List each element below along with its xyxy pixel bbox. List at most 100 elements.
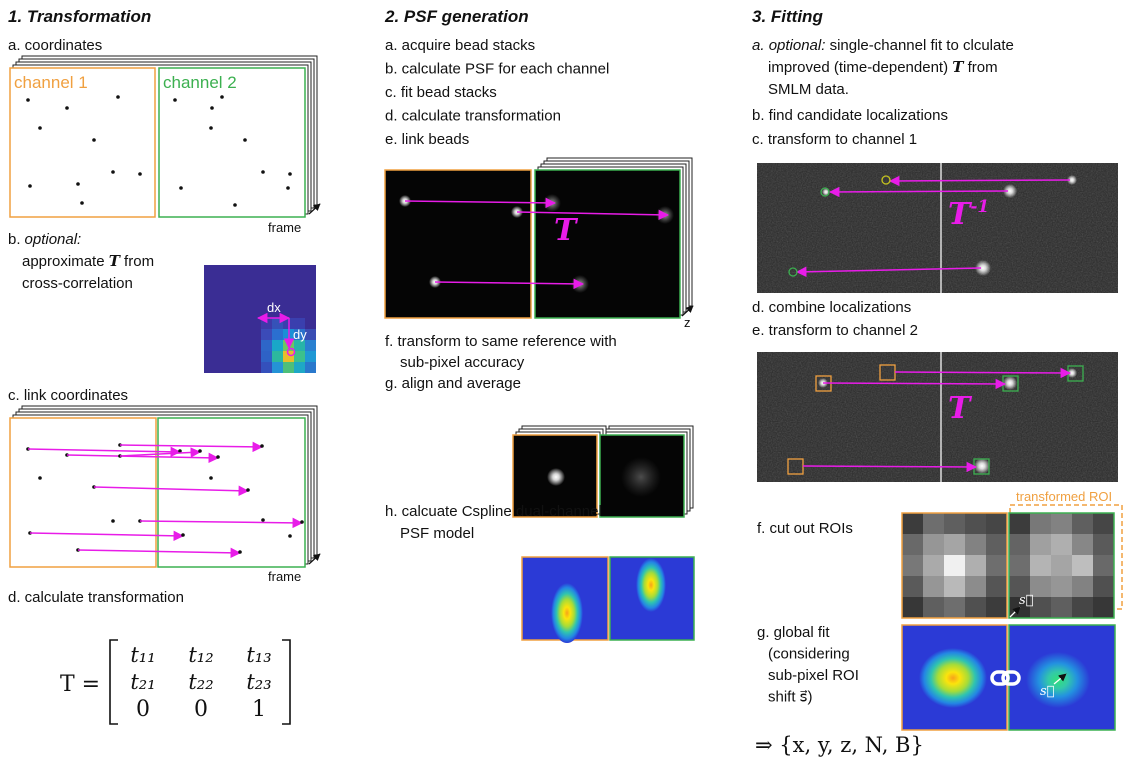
label: dx xyxy=(267,300,281,315)
label-part: -1 xyxy=(970,197,989,217)
label: t₁₂ xyxy=(188,643,213,667)
roi-pixel xyxy=(902,513,923,534)
roi-pixel xyxy=(1030,555,1051,576)
label: SMLM data. xyxy=(768,81,849,98)
roi-pixel xyxy=(965,576,986,597)
label: c. fit bead stacks xyxy=(385,84,497,101)
roi-pixel xyxy=(923,576,944,597)
roi-pixel xyxy=(1051,513,1072,534)
label-part: optional: xyxy=(25,231,82,248)
label: ⇒ {x, y, z, N, B} xyxy=(755,733,924,757)
arrow xyxy=(895,372,1070,373)
label-part: from xyxy=(120,253,154,270)
label: t₂₂ xyxy=(188,670,213,694)
psf-lobe xyxy=(551,583,583,643)
roi-pixel xyxy=(965,534,986,555)
roi-pixel xyxy=(965,555,986,576)
roi-pixel xyxy=(1072,555,1093,576)
correlation-cell xyxy=(294,362,305,373)
point xyxy=(80,201,84,205)
label: c. transform to channel 1 xyxy=(752,131,917,148)
roi-pixel xyxy=(902,555,923,576)
roi-pixel xyxy=(1009,534,1030,555)
roi-pixel xyxy=(902,534,923,555)
label-part: approximate xyxy=(22,253,109,270)
roi-pixel xyxy=(923,534,944,555)
label: s⃗ xyxy=(1040,684,1055,699)
label: frame xyxy=(268,569,301,584)
label: a. coordinates xyxy=(8,37,102,54)
label: d. calculate transformation xyxy=(385,108,561,125)
psf-spot xyxy=(547,468,565,486)
point xyxy=(209,126,213,130)
label: 2. PSF generation xyxy=(384,7,529,26)
point xyxy=(288,534,292,538)
label-part: T xyxy=(948,197,973,232)
label: t₂₃ xyxy=(246,670,271,694)
arrow xyxy=(890,180,1070,181)
label: shift s⃗) xyxy=(768,689,813,706)
point xyxy=(26,98,30,102)
point xyxy=(233,203,237,207)
point xyxy=(181,533,185,537)
psf-lobe xyxy=(636,558,666,612)
point xyxy=(238,550,242,554)
bead xyxy=(974,458,990,474)
label: a. optional: single-channel fit to clcul… xyxy=(752,37,1014,54)
arrow xyxy=(823,383,1005,384)
point xyxy=(28,184,32,188)
roi-pixel xyxy=(944,534,965,555)
label: c. link coordinates xyxy=(8,387,128,404)
label: 1 xyxy=(252,697,266,722)
point xyxy=(111,519,115,523)
label-part: a. xyxy=(752,37,769,54)
label: d. combine localizations xyxy=(752,299,911,316)
label: T xyxy=(948,391,973,426)
label: channel 2 xyxy=(163,73,237,92)
roi-pixel xyxy=(986,513,1007,534)
point xyxy=(198,449,202,453)
roi-pixel xyxy=(986,534,1007,555)
roi-pixel xyxy=(1072,513,1093,534)
roi-pixel xyxy=(1093,597,1114,618)
roi-pixel xyxy=(965,597,986,618)
label: PSF model xyxy=(400,525,474,542)
label: g. align and average xyxy=(385,375,521,392)
point xyxy=(261,170,265,174)
correlation-cell xyxy=(272,340,283,351)
bracket xyxy=(110,640,118,724)
label: cross-correlation xyxy=(22,275,133,292)
label: 0 xyxy=(194,697,208,722)
point xyxy=(243,138,247,142)
psf-spot xyxy=(621,457,661,497)
correlation-cell xyxy=(261,351,272,362)
label-part: single-channel fit to clculate xyxy=(825,37,1013,54)
point xyxy=(286,186,290,190)
roi-pixel xyxy=(902,576,923,597)
roi-pixel xyxy=(923,597,944,618)
label: e. transform to channel 2 xyxy=(752,322,918,339)
roi-pixel xyxy=(1072,597,1093,618)
point xyxy=(111,170,115,174)
correlation-cell xyxy=(272,362,283,373)
figure: 1. Transformationa. coordinateschannel 1… xyxy=(0,0,1125,762)
point xyxy=(38,126,42,130)
correlation-cell xyxy=(305,362,316,373)
roi-pixel xyxy=(1030,513,1051,534)
label: improved (time-dependent) T from xyxy=(768,58,998,76)
label-part: b. xyxy=(8,231,21,248)
label: b. find candidate localizations xyxy=(752,107,948,124)
point xyxy=(116,95,120,99)
roi-pixel xyxy=(986,555,1007,576)
label: s⃗ xyxy=(1019,593,1034,608)
correlation-cell xyxy=(272,351,283,362)
label: e. link beads xyxy=(385,131,469,148)
label-part: from xyxy=(963,59,997,76)
bead xyxy=(1003,376,1017,390)
point xyxy=(173,98,177,102)
label: h. calcuate Cspline dual-channel xyxy=(385,503,602,520)
point xyxy=(65,106,69,110)
correlation-cell xyxy=(272,329,283,340)
correlation-cell xyxy=(283,351,294,362)
label: t₂₁ xyxy=(130,670,155,694)
